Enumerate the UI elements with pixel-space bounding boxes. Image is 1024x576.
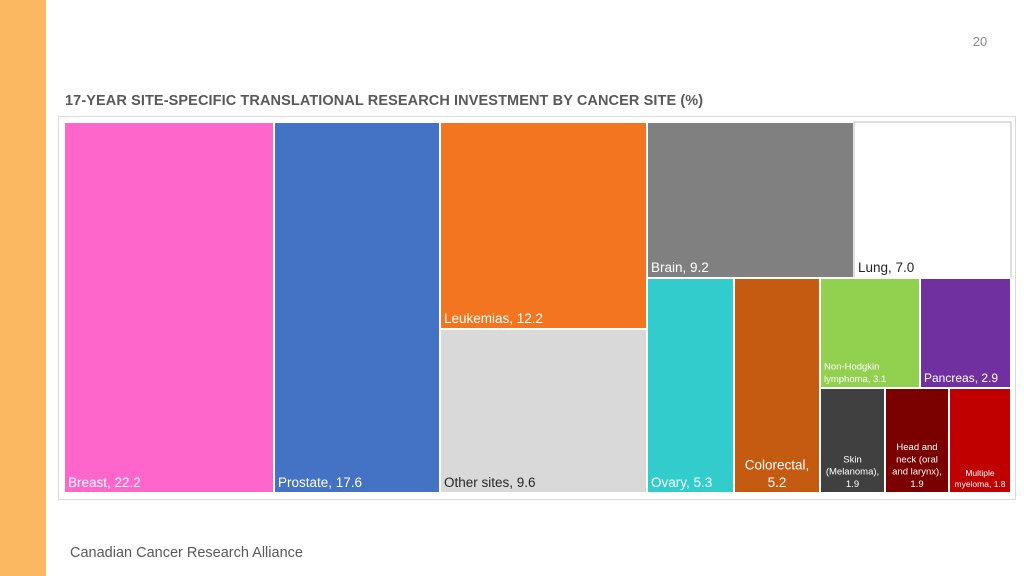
treemap-label-lung: Lung, 7.0 — [858, 260, 914, 275]
treemap-tile-lung — [853, 121, 1012, 279]
treemap-label-head-and-neck-oral-and-larynx: Head and neck (oral and larynx), 1.9 — [892, 442, 942, 490]
treemap-tile-head-and-neck-oral-and-larynx — [884, 387, 950, 494]
treemap-label-non-hodgkin-lymphoma: Non-Hodgkin lymphoma, 3.1 — [824, 362, 886, 385]
treemap-tile-brain — [646, 121, 855, 279]
treemap-label-prostate: Prostate, 17.6 — [278, 475, 362, 490]
treemap-tile-prostate — [273, 121, 441, 494]
treemap-tile-breast — [63, 121, 275, 494]
treemap-tile-leukemias — [439, 121, 648, 330]
treemap-label-leukemias: Leukemias, 12.2 — [444, 311, 543, 326]
treemap-label-other-sites: Other sites, 9.6 — [444, 475, 536, 490]
treemap-label-breast: Breast, 22.2 — [68, 475, 141, 490]
treemap-tile-other-sites — [439, 328, 648, 494]
treemap-tile-colorectal — [733, 277, 821, 494]
treemap-label-pancreas: Pancreas, 2.9 — [924, 371, 998, 385]
treemap-label-skin-melanoma: Skin (Melanoma), 1.9 — [826, 454, 879, 490]
treemap-label-ovary: Ovary, 5.3 — [651, 475, 712, 490]
treemap-chart: Breast, 22.2 Prostate, 17.6 Leukemias, 12.… — [58, 116, 1016, 500]
treemap-label-multiple-myeloma: Multiple myeloma, 1.8 — [954, 468, 1005, 489]
treemap-tile-multiple-myeloma — [948, 387, 1012, 494]
page-number: 20 — [972, 34, 988, 49]
treemap-tile-ovary — [646, 277, 735, 494]
footer-source: Canadian Cancer Research Alliance — [70, 545, 303, 561]
chart-title: 17-YEAR SITE-SPECIFIC TRANSLATIONAL RESE… — [65, 93, 704, 109]
treemap-label-colorectal: Colorectal, 5.2 — [745, 457, 810, 490]
treemap-tile-skin-melanoma — [819, 387, 886, 494]
accent-side-bar — [0, 0, 46, 576]
treemap-label-brain: Brain, 9.2 — [651, 260, 709, 275]
treemap-frame — [58, 116, 1016, 500]
